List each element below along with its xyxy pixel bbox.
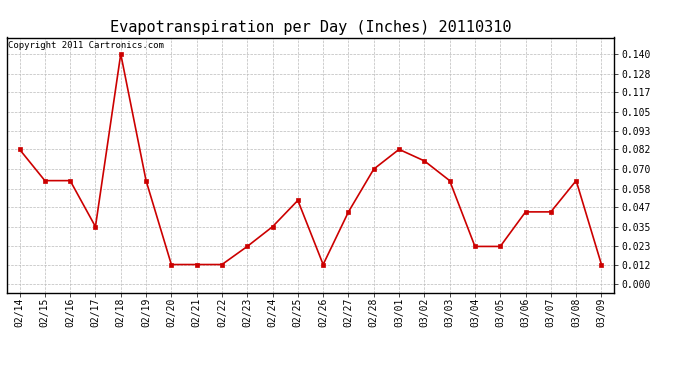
Title: Evapotranspiration per Day (Inches) 20110310: Evapotranspiration per Day (Inches) 2011… [110, 20, 511, 35]
Text: Copyright 2011 Cartronics.com: Copyright 2011 Cartronics.com [8, 41, 164, 50]
